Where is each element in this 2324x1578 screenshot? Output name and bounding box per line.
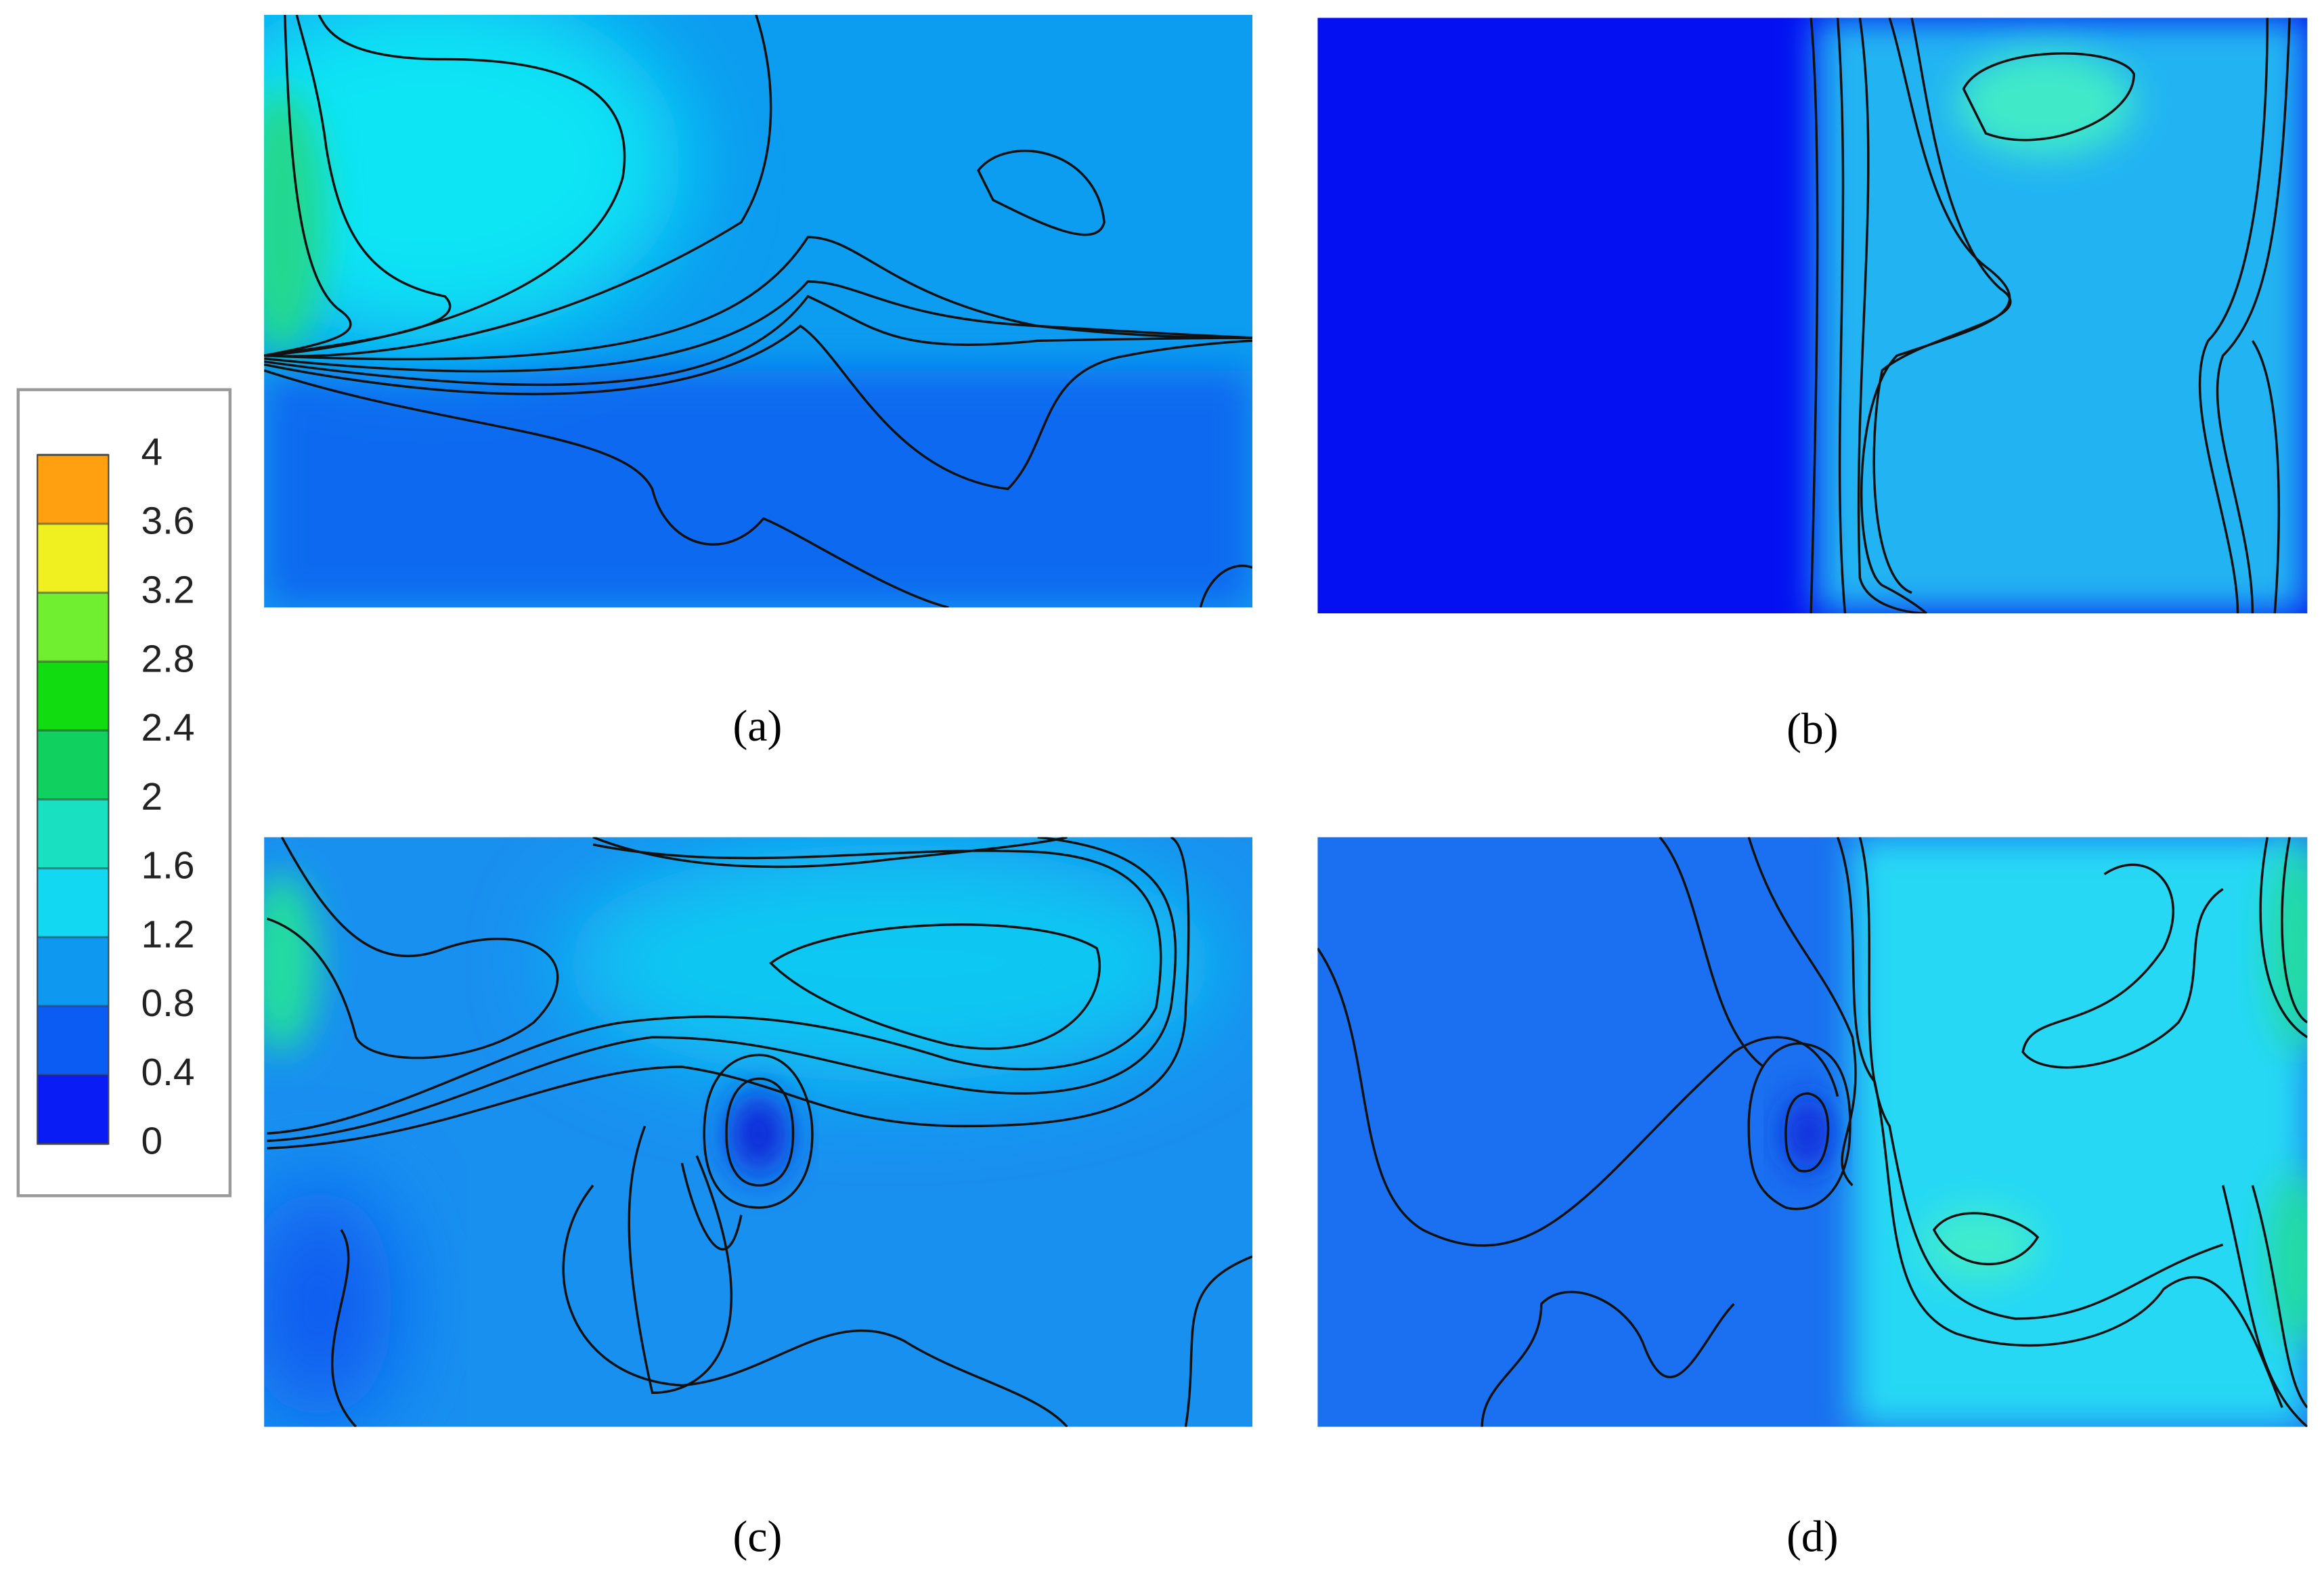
colorbar-band [37, 868, 109, 938]
colorbar-tick-label: 2 [141, 775, 162, 818]
colorbar-band [37, 592, 109, 662]
panel-b [1317, 18, 2308, 614]
panel-a [264, 14, 1253, 608]
colorbar-tick-label: 3.2 [141, 569, 194, 612]
panel-label: (c) [733, 1512, 783, 1561]
colorbar-band [37, 523, 109, 593]
colorbar-band [37, 454, 109, 524]
colorbar-tick-label: 0.8 [141, 982, 194, 1025]
colorbar-tick-label: 3.6 [141, 500, 194, 543]
colorbar-band [37, 661, 109, 731]
panel-label: (a) [733, 701, 783, 751]
colorbar-band [37, 730, 109, 799]
panel-label: (b) [1786, 704, 1839, 753]
colorbar-tick-label: 0.4 [141, 1051, 194, 1094]
colorbar-tick-label: 1.6 [141, 844, 194, 887]
colorbar-tick-label: 4 [141, 431, 162, 474]
panel-d [1317, 837, 2308, 1427]
colorbar-band [37, 1074, 109, 1144]
panel-c [264, 837, 1253, 1427]
colorbar-tick-label: 2.8 [141, 637, 194, 680]
colorbar-outline [37, 454, 110, 1145]
colorbar: 0 0.4 0.8 1.2 1.6 2 2.4 2.8 3.2 3.6 4 [37, 431, 195, 1163]
colorbar-band [37, 937, 109, 1007]
panel-label: (d) [1786, 1512, 1839, 1561]
colorbar-tick-label: 0 [141, 1120, 162, 1163]
colorbar-band [37, 1006, 109, 1075]
colorbar-tick-label: 2.4 [141, 706, 194, 749]
colorbar-band [37, 799, 109, 869]
colorbar-tick-label: 1.2 [141, 913, 194, 956]
